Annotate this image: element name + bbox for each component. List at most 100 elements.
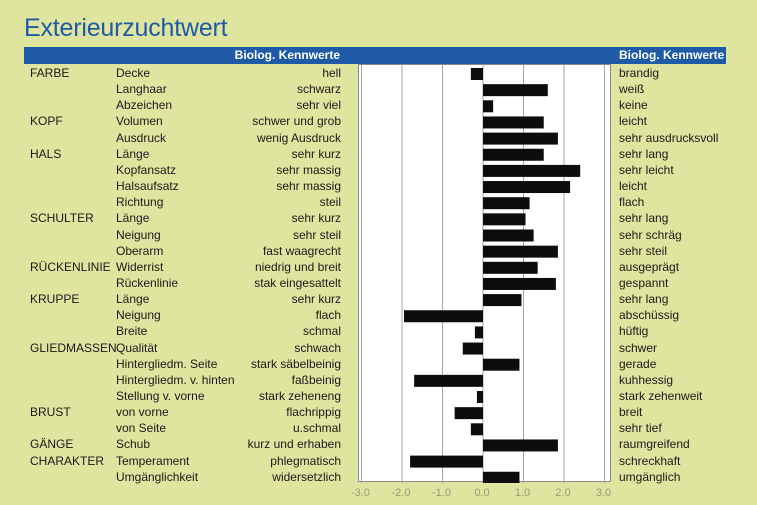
row-high-label: leicht xyxy=(619,179,648,194)
bar xyxy=(483,229,534,242)
row-low-label: steil xyxy=(319,195,341,210)
bar xyxy=(483,358,520,371)
bar xyxy=(483,261,538,274)
row-trait-label: Langhaar xyxy=(116,82,167,97)
row-low-label: niedrig und breit xyxy=(254,259,341,274)
row-low-label: flachrippig xyxy=(286,405,341,420)
row-low-label: widersetzlich xyxy=(272,469,341,484)
row-trait-label: Länge xyxy=(116,146,150,161)
row-trait-label: Richtung xyxy=(116,195,164,210)
row-high-label: abschüssig xyxy=(619,308,680,323)
bar xyxy=(483,277,556,290)
row-category-label: RÜCKENLINIE xyxy=(30,259,111,274)
row-trait-label: Neigung xyxy=(116,227,161,242)
row-high-label: raumgreifend xyxy=(619,437,690,452)
row-category-label: CHARAKTER xyxy=(30,453,105,468)
row-high-label: kuhhessig xyxy=(619,372,674,387)
bar xyxy=(483,148,544,161)
row-trait-label: Umgänglichkeit xyxy=(116,469,199,484)
row-trait-label: Stellung v. vorne xyxy=(116,389,205,403)
row-trait-label: Decke xyxy=(116,66,151,80)
row-high-label: umgänglich xyxy=(619,469,681,484)
row-low-label: sehr steil xyxy=(292,227,341,242)
row-trait-label: Widerrist xyxy=(116,259,164,274)
header-band xyxy=(24,47,726,64)
row-trait-label: Volumen xyxy=(116,114,163,129)
row-trait-label: Kopfansatz xyxy=(116,162,177,177)
x-tick-label: -1.0 xyxy=(432,487,451,499)
row-low-label: sehr massig xyxy=(276,179,341,194)
bar xyxy=(483,294,522,307)
row-low-label: sehr viel xyxy=(296,98,341,113)
row-category-label: SCHULTER xyxy=(30,211,94,226)
bar xyxy=(483,84,548,97)
row-high-label: gerade xyxy=(619,356,657,371)
row-high-label: brandig xyxy=(619,66,660,80)
row-high-label: sehr lang xyxy=(619,292,669,307)
row-trait-label: von Seite xyxy=(116,421,167,436)
row-low-label: flach xyxy=(315,308,341,323)
row-trait-label: Länge xyxy=(116,211,150,226)
x-tick-label: 2.0 xyxy=(555,487,570,499)
row-low-label: sehr massig xyxy=(276,162,341,177)
row-trait-label: Rückenlinie xyxy=(116,275,179,290)
row-high-label: sehr lang xyxy=(619,211,669,226)
bar-chart-svg xyxy=(361,65,605,483)
bar xyxy=(483,439,558,452)
row-trait-label: Neigung xyxy=(116,308,161,323)
bar xyxy=(476,391,483,403)
bar xyxy=(483,213,526,226)
row-trait-label: Hintergliedm. Seite xyxy=(116,356,218,371)
row-high-label: flach xyxy=(619,195,645,210)
row-high-label: hüftig xyxy=(619,324,649,339)
bar xyxy=(470,423,483,436)
row-low-label: sehr kurz xyxy=(291,211,341,226)
row-high-label: leicht xyxy=(619,114,648,129)
bar xyxy=(483,100,494,113)
row-category-label: FARBE xyxy=(30,66,70,80)
row-high-label: keine xyxy=(619,98,648,113)
plot-area xyxy=(358,64,611,483)
row-low-label: stak eingesattelt xyxy=(254,275,341,290)
row-low-label: phlegmatisch xyxy=(270,453,341,468)
row-high-label: schreckhaft xyxy=(619,453,681,468)
header-right-label: Biolog. Kennwerte xyxy=(619,48,725,62)
row-low-label: schwer und grob xyxy=(252,114,341,129)
row-low-label: kurz und erhaben xyxy=(247,437,341,452)
bar xyxy=(454,407,483,420)
row-trait-label: Oberarm xyxy=(116,243,164,258)
row-low-label: fast waagrecht xyxy=(262,243,341,258)
row-category-label: GÄNGE xyxy=(30,437,74,452)
row-trait-label: Breite xyxy=(116,324,148,339)
x-tick-label: -3.0 xyxy=(351,487,370,499)
row-low-label: sehr kurz xyxy=(291,146,341,161)
row-category-label: GLIEDMASSEN xyxy=(30,340,117,355)
row-high-label: breit xyxy=(619,405,643,420)
row-low-label: u.schmal xyxy=(292,421,341,436)
row-high-label: sehr schräg xyxy=(619,227,682,242)
x-tick-label: -2.0 xyxy=(392,487,411,499)
x-tick-label: 1.0 xyxy=(515,487,530,499)
bar xyxy=(414,374,483,387)
bar xyxy=(483,197,530,210)
row-trait-label: Abzeichen xyxy=(116,98,173,113)
x-tick-label: 3.0 xyxy=(596,487,611,499)
row-high-label: ausgeprägt xyxy=(619,259,680,274)
row-trait-label: Ausdruck xyxy=(116,130,167,145)
row-high-label: sehr ausdrucksvoll xyxy=(619,130,719,145)
row-category-label: KOPF xyxy=(30,114,63,129)
row-trait-label: Qualität xyxy=(116,340,158,355)
bar xyxy=(404,310,483,323)
header-left-label: Biolog. Kennwerte xyxy=(234,48,340,62)
row-trait-label: Länge xyxy=(116,292,150,307)
bar xyxy=(483,164,581,177)
bar xyxy=(474,326,483,339)
row-low-label: schmal xyxy=(302,324,341,339)
row-trait-label: Hintergliedm. v. hinten xyxy=(116,372,235,387)
row-trait-label: Temperament xyxy=(116,453,190,468)
row-trait-label: Halsaufsatz xyxy=(116,179,179,194)
row-low-label: sehr kurz xyxy=(291,292,341,307)
bar xyxy=(483,132,558,145)
row-high-label: stark zehenweit xyxy=(619,389,703,403)
row-high-label: sehr leicht xyxy=(619,162,674,177)
